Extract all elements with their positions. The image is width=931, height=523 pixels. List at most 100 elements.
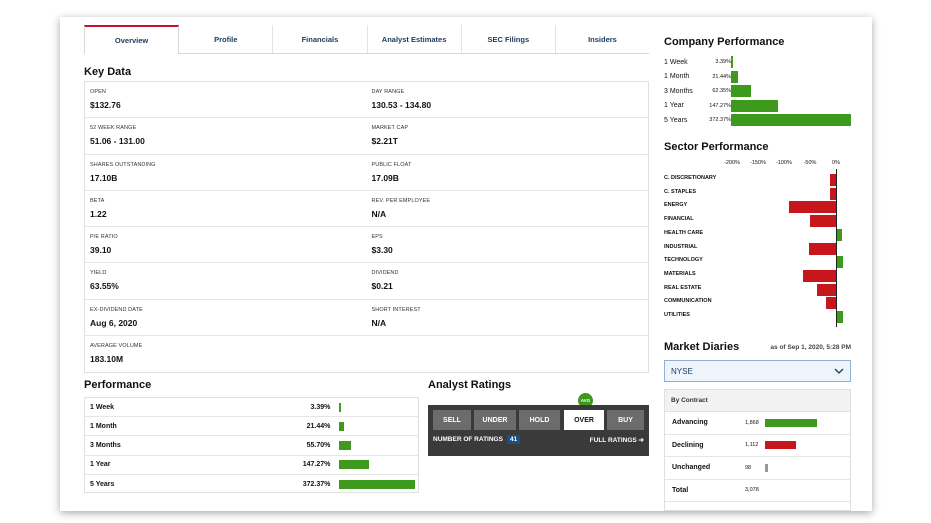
company-performance-row: 5 Years 372.37% (664, 113, 731, 127)
key-data-cell: DIVIDEND $0.21 (366, 263, 648, 300)
key-data-label: SHARES OUTSTANDING (90, 161, 156, 168)
company-performance-row: 1 Week 3.39% (664, 55, 731, 69)
performance-value: 3.39% (310, 403, 331, 411)
company-performance-bar (731, 70, 738, 83)
company-performance-value: 3.39% (715, 59, 731, 65)
sector-axis-tick: 0% (832, 160, 840, 166)
table-row: 1 Year 147.27% (85, 456, 418, 475)
rating-hold-button[interactable]: HOLD (519, 410, 560, 430)
diary-label: Declining (672, 441, 704, 449)
performance-bar-track (339, 402, 413, 412)
exchange-select-value: NYSE (671, 366, 693, 376)
key-data-label: REV. PER EMPLOYEE (371, 197, 431, 204)
company-performance-value: 372.37% (709, 117, 731, 123)
sector-label: COMMUNICATION (664, 298, 712, 305)
company-performance-row: 1 Year 147.27% (664, 99, 731, 113)
exchange-select[interactable]: NYSE (664, 360, 851, 382)
performance-bar (339, 402, 341, 412)
tab-sec-filings[interactable]: SEC Filings (462, 25, 556, 53)
table-row: 3 Months 55.70% (85, 436, 418, 456)
sector-axis-tick: -100% (776, 160, 792, 166)
performance-bar-track (339, 421, 413, 431)
company-performance-bar (731, 85, 752, 97)
table-row: 1 Week 3.39% (85, 398, 418, 418)
key-data-label: SHORT INTEREST (371, 306, 421, 313)
key-data-label: EX-DIVIDEND DATE (90, 306, 143, 313)
key-data-value: 17.10B (90, 172, 118, 183)
performance-period: 1 Year (90, 461, 111, 469)
diary-bar (765, 463, 768, 472)
company-performance-period: 1 Month (664, 73, 690, 80)
sector-bar (817, 283, 836, 296)
key-data-value: 1.22 (90, 208, 107, 219)
performance-table: 1 Week 3.39% 1 Month 21.44% 3 Months 55.70% 1 … (84, 397, 419, 493)
key-data-label: DAY RANGE (371, 89, 405, 95)
key-data-cell: YIELD 63.55% (85, 263, 367, 300)
key-data-cell: PUBLIC FLOAT 17.09B (366, 155, 648, 191)
sector-label: REAL ESTATE (664, 284, 702, 291)
performance-bar (339, 421, 344, 431)
performance-bar (339, 479, 416, 489)
performance-period: 1 Week (90, 403, 114, 411)
rating-under-button[interactable]: UNDER (474, 410, 516, 430)
performance-bar (339, 440, 351, 450)
key-data-value: $2.21T (371, 136, 398, 147)
key-data-label: P/E RATIO (90, 234, 118, 240)
sector-label: TECHNOLOGY (664, 257, 703, 264)
rating-over-button[interactable]: OVER (564, 410, 604, 430)
table-row: Total 3,078 (665, 480, 850, 502)
key-data-cell: EPS $3.30 (366, 227, 648, 264)
sector-bar (829, 187, 836, 200)
key-data-value: 39.10 (90, 245, 112, 255)
key-data-label: PUBLIC FLOAT (371, 161, 412, 168)
tab-financials[interactable]: Financials (273, 25, 368, 53)
sector-bar (789, 201, 836, 214)
performance-period: 3 Months (90, 441, 121, 449)
ratings-count-badge: 41 (506, 435, 521, 444)
company-performance-row: 1 Month 21.44% (664, 70, 731, 84)
diary-label: Total (672, 486, 689, 494)
analyst-ratings-title: Analyst Ratings (428, 379, 512, 391)
performance-title: Performance (84, 379, 152, 391)
key-data-value: $3.30 (371, 245, 393, 255)
key-data-label: 52 WEEK RANGE (90, 125, 137, 132)
company-performance-period: 1 Year (664, 102, 684, 109)
table-row: Advancing 1,868 (665, 412, 850, 435)
sector-bar (803, 269, 836, 282)
sector-label: MATERIALS (664, 270, 696, 277)
sector-bar (829, 174, 836, 186)
full-ratings-link[interactable]: FULL RATINGS ➔ (589, 437, 644, 444)
performance-value: 21.44% (306, 422, 331, 430)
sector-axis-tick: -50% (803, 160, 817, 166)
key-data-label: OPEN (90, 89, 106, 95)
page-frame: Overview Profile Financials Analyst Esti… (60, 17, 872, 511)
sector-bar (837, 228, 843, 241)
tab-overview[interactable]: Overview (84, 25, 180, 54)
key-data-cell: BETA 1.22 (85, 191, 367, 227)
key-data-cell: OPEN $132.76 (85, 82, 367, 119)
key-data-grid: OPEN $132.76 DAY RANGE 130.53 - 134.80 52 WE… (84, 81, 649, 373)
sector-bar (808, 242, 836, 255)
rating-sell-button[interactable]: SELL (433, 410, 471, 430)
tab-profile[interactable]: Profile (179, 25, 274, 53)
key-data-cell: EX-DIVIDEND DATE Aug 6, 2020 (85, 300, 367, 336)
performance-value: 372.37% (302, 480, 331, 488)
performance-period: 1 Month (90, 422, 117, 430)
analyst-ratings-panel: SELL UNDER HOLD OVER BUY NUMBER OF RATIN… (428, 405, 649, 456)
company-performance-row: 3 Months 62.35% (664, 84, 731, 98)
sector-bar (826, 297, 836, 310)
tab-insiders[interactable]: Insiders (588, 34, 617, 44)
rating-buy-button[interactable]: BUY (607, 410, 644, 430)
key-data-cell (367, 336, 649, 372)
diary-label: Advancing (672, 419, 708, 427)
diary-value: 1,868 (745, 419, 759, 426)
sector-axis-tick: -150% (750, 160, 766, 166)
key-data-value: Aug 6, 2020 (90, 317, 138, 328)
sector-bar (837, 256, 844, 269)
sector-label: C. STAPLES (664, 188, 696, 195)
by-contract-header: By Contract (665, 390, 850, 412)
key-data-value: N/A (371, 317, 387, 328)
key-data-cell: REV. PER EMPLOYEE N/A (366, 191, 648, 227)
tab-analyst-estimates[interactable]: Analyst Estimates (368, 25, 462, 53)
key-data-cell: DAY RANGE 130.53 - 134.80 (366, 82, 648, 119)
